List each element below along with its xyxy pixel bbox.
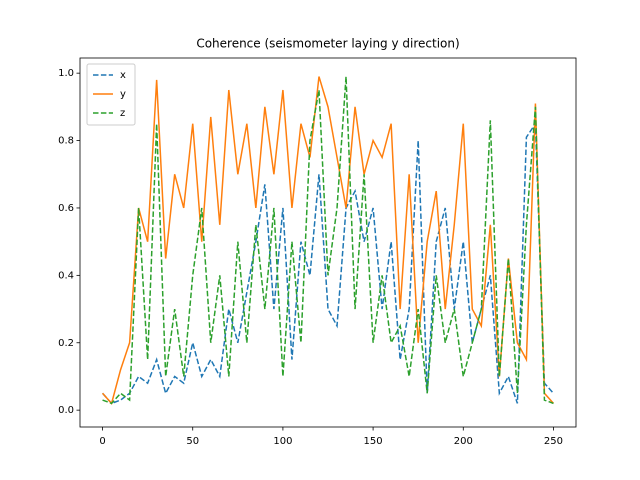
y-tick-label: 1.0 bbox=[58, 68, 74, 79]
legend-label: z bbox=[120, 108, 125, 119]
legend-label: y bbox=[120, 89, 126, 100]
series-line bbox=[102, 76, 554, 405]
x-tick-label: 150 bbox=[364, 436, 383, 447]
y-tick-label: 0.2 bbox=[58, 338, 74, 349]
y-tick-label: 0.0 bbox=[58, 405, 74, 416]
x-tick-label: 50 bbox=[186, 436, 199, 447]
axes-frame bbox=[79, 57, 577, 428]
y-tick-label: 0.4 bbox=[58, 270, 74, 281]
x-tick-label: 250 bbox=[544, 436, 563, 447]
x-tick-label: 200 bbox=[454, 436, 473, 447]
chart-title: Coherence (seismometer laying y directio… bbox=[196, 37, 459, 51]
y-tick-label: 0.8 bbox=[58, 136, 74, 147]
y-tick-label: 0.6 bbox=[58, 203, 74, 214]
x-tick-label: 100 bbox=[273, 436, 292, 447]
legend-label: x bbox=[120, 70, 126, 81]
x-tick-label: 0 bbox=[99, 436, 105, 447]
